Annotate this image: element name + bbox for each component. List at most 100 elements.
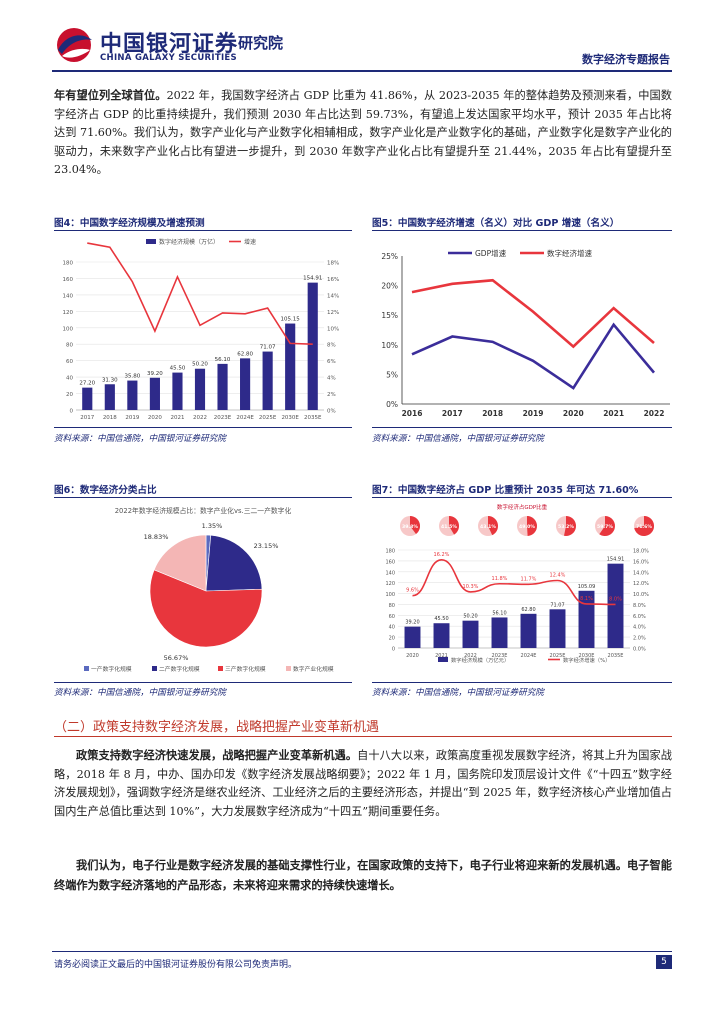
- fig6-source: 资料来源：中国信通院，中国银河证券研究院: [54, 688, 226, 698]
- fig4-legend-line-label: 增速: [244, 238, 256, 246]
- fig6-pie-slice: [153, 534, 207, 592]
- fig7-share-badge-label: 71.6%: [636, 524, 652, 530]
- fig7-right-tick: 18.0%: [633, 549, 649, 555]
- fig7-bar-label: 71.07: [550, 602, 564, 608]
- fig4-bar: [285, 323, 296, 410]
- fig6-legend-label: 一产数字化规模: [91, 665, 132, 673]
- fig7-line-label: 16.2%: [434, 552, 450, 558]
- fig7-right-tick: 14.0%: [633, 570, 649, 576]
- fig6-chart: 2022年数字经济规模占比：数字产业化vs.三二一产数字化 1.35% 23.15%…: [84, 506, 334, 673]
- fig7-bottom-rule: [372, 682, 672, 683]
- fig4-left-tick: 20: [66, 392, 73, 398]
- fig7-bar-label: 62.80: [521, 607, 535, 613]
- fig7-left-tick: 80: [389, 603, 395, 609]
- fig7-title: 图7：中国数字经济占 GDP 比重预计 2035 年可达 71.60%: [372, 485, 639, 496]
- fig7-right-tick: 4.0%: [633, 625, 646, 631]
- fig4-right-tick: 14%: [327, 293, 339, 299]
- fig4-x-tick: 2017: [80, 415, 94, 421]
- fig5-x-tick: 2018: [482, 409, 503, 418]
- fig4-left-tick: 180: [63, 261, 74, 267]
- fig4-bar-label: 39.20: [147, 371, 163, 377]
- fig7-share-badge: [410, 516, 420, 535]
- fig7-x-tick: 2024E: [521, 653, 537, 659]
- header-logo: [52, 26, 96, 64]
- fig4-x-tick: 2023E: [214, 415, 232, 421]
- fig4-bar: [104, 384, 115, 410]
- fig4-bar-label: 45.50: [170, 366, 186, 372]
- fig4-growth-line: [87, 242, 313, 346]
- fig7-x-tick: 2021: [435, 653, 448, 659]
- fig4-x-tick: 2035E: [304, 415, 322, 421]
- fig4-bar-label: 31.30: [102, 377, 118, 383]
- fig6-title-rule: [54, 497, 352, 498]
- fig4-bar-label: 56.10: [215, 357, 231, 363]
- fig4-right-tick: 12%: [327, 310, 339, 316]
- fig7-share-badge-label: 53.2%: [558, 524, 574, 530]
- fig5-title-rule: [372, 230, 672, 231]
- fig7-right-tick: 12.0%: [633, 581, 649, 587]
- fig4-right-tick: 4%: [327, 376, 336, 382]
- fig7-right-tick: 0.0%: [633, 647, 646, 653]
- fig4-title: 图4：中国数字经济规模及增速预测: [54, 218, 205, 229]
- fig4-x-tick: 2021: [170, 415, 184, 421]
- fig4-source: 资料来源：中国信通院，中国银河证券研究院: [54, 434, 226, 444]
- fig7-legend-bar-label: 数字经济规模（万亿元）: [451, 656, 509, 664]
- fig5-legend-label: 数字经济增速: [547, 248, 592, 258]
- fig4-left-tick: 40: [66, 376, 73, 382]
- fig5-y-tick: 5%: [386, 370, 398, 379]
- fig4-x-tick: 2019: [125, 415, 139, 421]
- fig7-share-badge-label: 39.8%: [402, 524, 418, 530]
- fig7-line-label: 10.3%: [463, 584, 479, 590]
- fig7-bar: [462, 620, 479, 648]
- fig7-right-tick: 10.0%: [633, 592, 649, 598]
- fig7-x-tick: 2035E: [608, 653, 624, 659]
- fig7-bar: [578, 590, 595, 648]
- fig4-bottom-rule: [54, 427, 352, 428]
- fig5-y-tick: 10%: [381, 341, 398, 350]
- fig5-x-tick: 2016: [402, 409, 423, 418]
- fig7-legend-bar-swatch: [438, 657, 448, 662]
- institute-label: 研究院: [238, 34, 284, 52]
- fig7-bar: [404, 626, 421, 648]
- fig4-bar-label: 27.20: [79, 381, 95, 387]
- fig5-y-tick: 25%: [381, 252, 398, 261]
- fig5-x-tick: 2017: [442, 409, 463, 418]
- fig7-share-badge: [527, 516, 537, 536]
- fig4-bar: [262, 351, 273, 410]
- fig5-legend-label: GDP增速: [475, 248, 507, 258]
- fig6-title: 图6：数字经济分类占比: [54, 485, 157, 496]
- fig4-right-tick: 2%: [327, 392, 336, 398]
- fig5-x-tick: 2021: [603, 409, 624, 418]
- fig7-left-tick: 0: [392, 647, 395, 653]
- fig4-bar: [149, 377, 160, 410]
- fig6-pie-slice: [205, 534, 263, 592]
- fig6-legend-label: 二产数字化规模: [159, 665, 200, 673]
- fig4-right-tick: 6%: [327, 359, 336, 365]
- fig4-right-tick: 8%: [327, 343, 336, 349]
- fig4-bar-label: 154.91: [303, 276, 322, 282]
- fig4-left-tick: 60: [66, 359, 73, 365]
- fig7-left-tick: 100: [385, 592, 395, 598]
- fig7-share-badge: [564, 516, 576, 536]
- fig7-chart: 数字经济占GDP比重 39.8% 41.5% 43.1% 49.0% 53.2% 59.7%…: [385, 503, 654, 664]
- fig4-bar: [127, 380, 138, 410]
- fig4-right-tick: 16%: [327, 277, 339, 283]
- fig4-bar-label: 50.20: [192, 362, 208, 368]
- fig5-chart: 0% 5% 10% 15% 20% 25% 2016 2017 2018 2019 2020 2021…: [381, 248, 670, 418]
- fig7-share-badge-label: 43.1%: [480, 524, 496, 530]
- fig7-bar-label: 105.09: [578, 584, 596, 590]
- galaxy-logo-icon: [57, 28, 92, 62]
- fig6-slice-label: 18.83%: [144, 533, 169, 541]
- fig4-left-tick: 0: [70, 409, 74, 415]
- fig7-bar: [607, 563, 624, 648]
- fig7-line-label: 11.7%: [521, 576, 537, 582]
- fig5-x-tick: 2020: [563, 409, 584, 418]
- footer-rule: [52, 951, 672, 952]
- fig7-bar-label: 45.50: [434, 616, 448, 622]
- fig7-bar: [491, 617, 508, 648]
- fig5-bottom-rule: [372, 427, 672, 428]
- fig6-bottom-rule: [54, 682, 352, 683]
- fig4-bar: [82, 387, 93, 410]
- fig4-x-tick: 2020: [148, 415, 162, 421]
- page-number: 5: [656, 955, 672, 969]
